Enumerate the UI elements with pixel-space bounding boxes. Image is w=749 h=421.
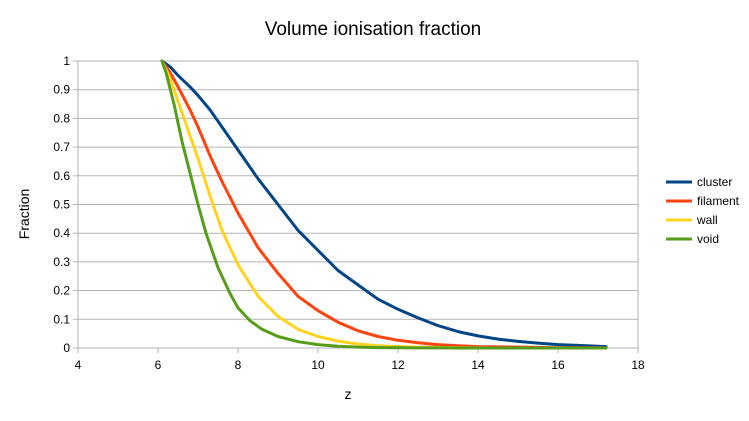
legend-label-void: void xyxy=(697,232,719,246)
x-axis-title: z xyxy=(345,386,352,402)
x-tick-label: 8 xyxy=(235,358,242,372)
y-tick-label: 0.9 xyxy=(53,83,70,97)
y-tick-labels: 0 0.1 0.2 0.3 0.4 0.5 0.6 0.7 0.8 0.9 1 xyxy=(53,54,70,355)
x-tick-label: 6 xyxy=(155,358,162,372)
chart-title: Volume ionisation fraction xyxy=(265,19,482,40)
legend-label-filament: filament xyxy=(697,194,740,208)
legend: cluster filament wall void xyxy=(666,175,740,246)
y-tick-label: 0.6 xyxy=(53,169,70,183)
legend-label-cluster: cluster xyxy=(697,175,732,189)
axes xyxy=(73,60,639,353)
y-tick-label: 0.2 xyxy=(53,284,70,298)
legend-label-wall: wall xyxy=(696,213,718,227)
y-tick-label: 0 xyxy=(63,341,70,355)
y-axis-title: Fraction xyxy=(16,189,32,240)
x-tick-label: 14 xyxy=(471,358,485,372)
series-line-cluster xyxy=(160,59,608,349)
y-tick-label: 0.5 xyxy=(53,198,70,212)
x-tick-label: 18 xyxy=(631,358,645,372)
x-tick-label: 4 xyxy=(75,358,82,372)
series-line-void xyxy=(160,59,608,350)
y-tick-label: 0.1 xyxy=(53,312,70,326)
x-tick-label: 10 xyxy=(311,358,325,372)
y-tick-label: 0.7 xyxy=(53,140,70,154)
y-tick-label: 1 xyxy=(63,54,70,68)
x-tick-labels: 4 6 8 10 12 14 16 18 xyxy=(75,358,645,372)
gridlines xyxy=(78,60,639,349)
y-tick-label: 0.4 xyxy=(53,226,70,240)
series-lines xyxy=(160,59,608,350)
x-tick-label: 16 xyxy=(551,358,565,372)
y-tick-label: 0.8 xyxy=(53,111,70,125)
y-tick-label: 0.3 xyxy=(53,255,70,269)
x-tick-label: 12 xyxy=(391,358,405,372)
